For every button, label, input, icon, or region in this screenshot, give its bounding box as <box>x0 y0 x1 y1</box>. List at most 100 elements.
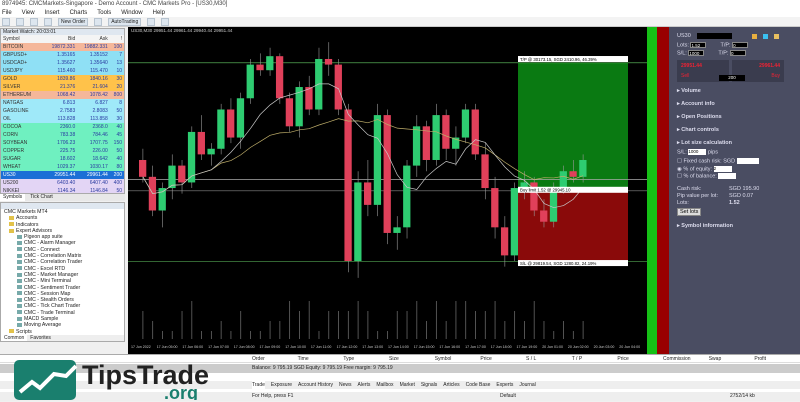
zoom-out-button[interactable] <box>161 17 170 26</box>
auto-trading-button[interactable]: AutoTrading <box>108 17 142 26</box>
tab-symbols[interactable]: Symbols <box>0 194 26 201</box>
navigator-item[interactable]: CMC - Correlation Trader <box>1 259 124 265</box>
terminal-column-header[interactable]: Profit <box>754 356 767 362</box>
market-watch-row[interactable]: SUGAR 18.602 18.642 40 <box>1 155 124 163</box>
terminal-tab-market[interactable]: Market <box>399 382 415 388</box>
navigator-item[interactable]: CMC - Alarm Manager <box>1 240 124 246</box>
navigator-item[interactable]: Accounts <box>1 215 124 221</box>
market-watch-row[interactable]: COPPER 225.75 226.00 50 <box>1 147 124 155</box>
navigator-item[interactable]: CMC - Excel RTD <box>1 266 124 272</box>
navigator-item[interactable]: CMC - Sentiment Trader <box>1 285 124 291</box>
terminal-column-header[interactable]: Type <box>343 356 355 362</box>
toolbar-button[interactable] <box>44 17 52 26</box>
terminal-column-header[interactable]: Time <box>297 356 309 362</box>
navigator-item[interactable]: CMC - Connect <box>1 247 124 253</box>
zoom-in-button[interactable] <box>147 17 156 26</box>
market-watch-row[interactable]: COCOA 2360.0 2368.0 40 <box>1 123 124 131</box>
section-volume[interactable]: ▸ Volume <box>677 87 701 94</box>
market-watch-row[interactable]: GBPUSD+ 1.35165 1.35152 7 <box>1 51 124 59</box>
section-symbol-information[interactable]: ▸ Symbol information <box>677 222 733 229</box>
settings-icon[interactable] <box>751 33 757 39</box>
price-chart[interactable]: T/P @ 30173.15, SGD 2410.96, 46.39% Buy l… <box>128 27 648 354</box>
candlestick-chart[interactable]: T/P @ 30173.15, SGD 2410.96, 46.39% Buy l… <box>128 27 648 354</box>
market-watch-row[interactable]: US200 6403.40 6407.40 400 <box>1 179 124 187</box>
market-watch-row[interactable]: OIL 113.828 113.858 30 <box>1 115 124 123</box>
fixed-risk-checkbox[interactable]: ☐ <box>677 158 682 165</box>
market-watch-row[interactable]: WHEAT 1029.37 1030.17 80 <box>1 163 124 171</box>
navigator-item[interactable]: CMC - Trade Terminal <box>1 310 124 316</box>
market-watch-row[interactable]: BITCOIN 19872.331 19882.331 100 <box>1 43 124 51</box>
terminal-column-header[interactable]: T / P <box>571 356 583 362</box>
navigator-item[interactable]: CMC - Tick Chart Trader <box>1 303 124 309</box>
balance-input[interactable] <box>718 173 737 180</box>
market-watch-row[interactable]: ETHEREUM 1068.42 1078.42 800 <box>1 91 124 99</box>
market-watch-row[interactable]: CORN 783.38 784.46 45 <box>1 131 124 139</box>
navigator-item[interactable]: Scripts <box>1 329 124 335</box>
calc-sl-input[interactable]: 1000 <box>688 148 707 155</box>
navigator-item[interactable]: MACD Sample <box>1 316 124 322</box>
menu-charts[interactable]: Charts <box>69 10 88 16</box>
navigator-item[interactable]: Indicators <box>1 222 124 228</box>
navigator-item[interactable]: CMC - Session Map <box>1 291 124 297</box>
menu-help[interactable]: Help <box>152 10 165 16</box>
market-watch-row[interactable]: US30 29951.44 29961.44 200 <box>1 171 124 179</box>
menu-view[interactable]: View <box>21 10 35 16</box>
market-watch-row[interactable]: NATGAS 6.813 6.827 8 <box>1 99 124 107</box>
terminal-tab-articles[interactable]: Articles <box>443 382 460 388</box>
terminal-tab-signals[interactable]: Signals <box>420 382 438 388</box>
navigator-item[interactable]: Expert Advisors <box>1 228 124 234</box>
navigator-item[interactable]: Moving Average <box>1 322 124 328</box>
layout-icon[interactable] <box>773 33 779 39</box>
terminal-column-header[interactable]: Swap <box>708 356 722 362</box>
buy-button[interactable]: 29961.44 Buy <box>732 59 784 82</box>
terminal-tab-account-history[interactable]: Account History <box>298 382 334 388</box>
sl-input[interactable]: 1000 <box>688 50 705 57</box>
symbol-select[interactable] <box>696 33 732 39</box>
section-account-info[interactable]: ▸ Account info <box>677 100 715 107</box>
market-watch-row[interactable]: GASOLINE 2.7583 2.8083 50 <box>1 107 124 115</box>
terminal-tab-exposure[interactable]: Exposure <box>270 382 293 388</box>
section-lot-size-calculation[interactable]: ▸ Lot size calculation <box>677 139 733 146</box>
toolbar-button[interactable] <box>16 17 24 26</box>
market-watch-row[interactable]: SILVER 21.376 21.604 20 <box>1 83 124 91</box>
toolbar-button[interactable] <box>30 17 38 26</box>
terminal-column-header[interactable]: Price <box>617 356 629 362</box>
toolbar-button[interactable] <box>94 17 103 26</box>
navigator-item[interactable]: CMC - Market Manager <box>1 272 124 278</box>
terminal-tab-alerts[interactable]: Alerts <box>357 382 371 388</box>
terminal-tab-code-base[interactable]: Code Base <box>465 382 491 388</box>
menu-insert[interactable]: Insert <box>44 10 60 16</box>
tab-common[interactable]: Common <box>1 335 28 341</box>
navigator-item[interactable]: Pigeon app suite <box>1 234 124 240</box>
terminal-tab-journal[interactable]: Journal <box>519 382 536 388</box>
tab-tick-chart[interactable]: Tick Chart <box>30 194 53 200</box>
navigator-root[interactable]: CMC Markets MT4 <box>4 209 48 215</box>
terminal-tab-experts[interactable]: Experts <box>496 382 514 388</box>
lots-input[interactable]: 1.52 <box>690 42 707 48</box>
terminal-column-header[interactable]: Symbol <box>434 356 452 362</box>
menu-tools[interactable]: Tools <box>97 10 112 16</box>
terminal-column-header[interactable]: Order <box>252 356 265 362</box>
navigator-item[interactable]: CMC - Mini Terminal <box>1 278 124 284</box>
tab-favorites[interactable]: Favorites <box>30 335 51 341</box>
terminal-column-header[interactable]: S / L <box>526 356 537 362</box>
market-watch-row[interactable]: USDCAD+ 1.35627 1.35640 13 <box>1 59 124 67</box>
section-open-positions[interactable]: ▸ Open Positions <box>677 113 722 120</box>
terminal-tab-news[interactable]: News <box>339 382 352 388</box>
terminal-column-header[interactable]: Price <box>480 356 492 362</box>
tp-input[interactable]: 0 <box>732 42 749 48</box>
toolbar-button[interactable] <box>2 17 10 26</box>
equity-input[interactable]: 2 <box>713 165 732 172</box>
terminal-column-header[interactable]: Size <box>389 356 399 362</box>
navigator-item[interactable]: CMC - Stealth Orders <box>1 297 124 303</box>
market-watch-row[interactable]: USDJPY 115.460 115.470 10 <box>1 67 124 75</box>
market-watch-row[interactable]: NIKKEI 1146.34 1146.84 50 <box>1 187 124 193</box>
equity-radio[interactable]: ◉ <box>677 166 682 173</box>
sell-button[interactable]: 29951.44 Sell <box>677 59 729 82</box>
terminal-tab-trade[interactable]: Trade <box>252 381 265 389</box>
balance-checkbox[interactable]: ☐ <box>677 173 682 180</box>
new-order-button[interactable]: New Order <box>58 17 89 26</box>
terminal-tab-mailbox[interactable]: Mailbox <box>376 382 394 388</box>
menu-file[interactable]: File <box>2 10 12 16</box>
set-lots-button[interactable]: Set lots <box>677 207 702 216</box>
